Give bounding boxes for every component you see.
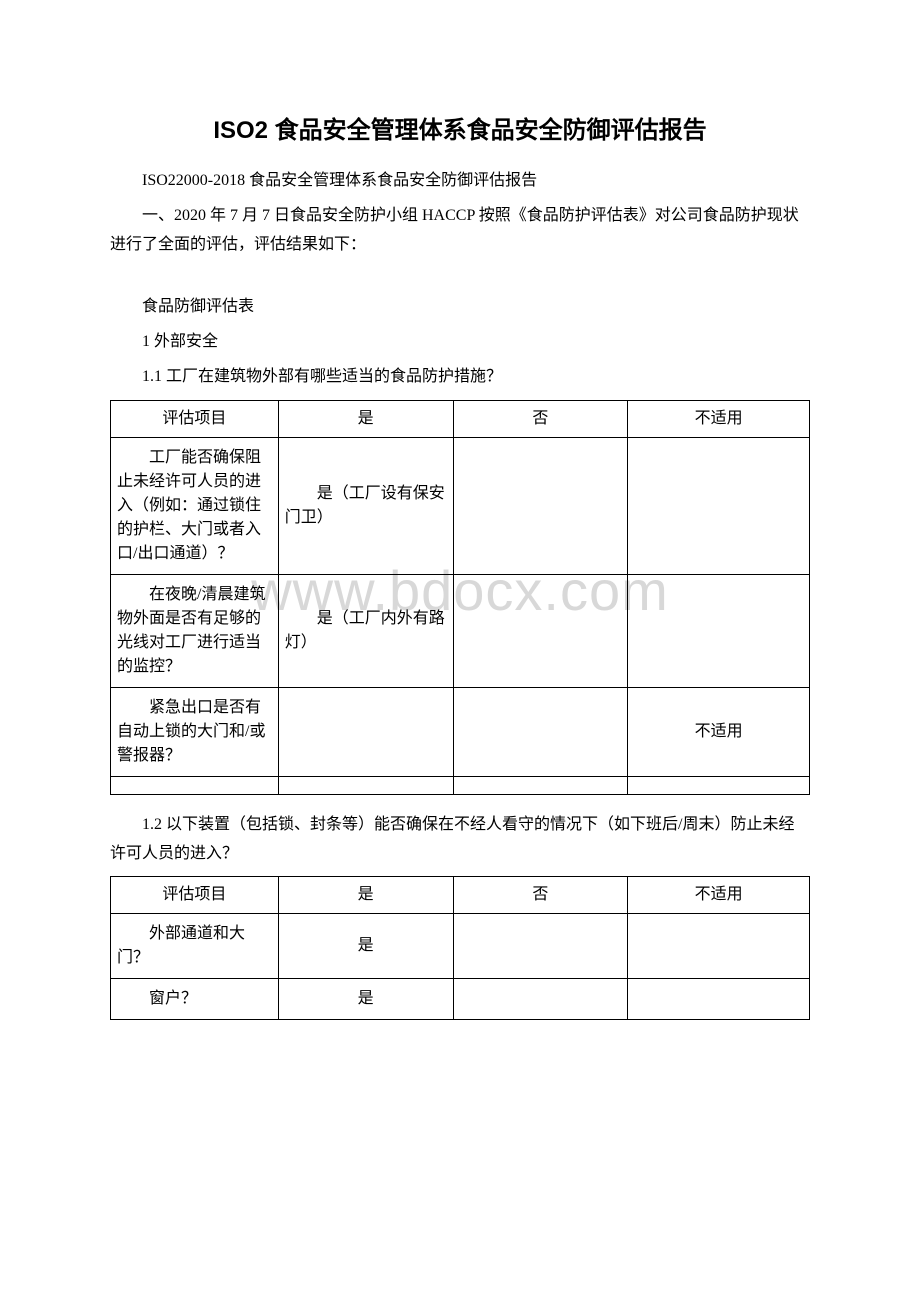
header-na: 不适用 — [628, 877, 810, 914]
header-na: 不适用 — [628, 400, 810, 437]
cell-item: 在夜晚/清晨建筑物外面是否有足够的光线对工厂进行适当的监控？ — [111, 574, 279, 687]
cell-no — [453, 914, 628, 979]
assessment-table-1: 评估项目 是 否 不适用 工厂能否确保阻止未经许可人员的进入（例如：通过锁住的护… — [110, 400, 810, 795]
cell-yes: 是（工厂内外有路灯） — [278, 574, 453, 687]
cell-empty — [278, 776, 453, 794]
cell-item: 工厂能否确保阻止未经许可人员的进入（例如：通过锁住的护栏、大门或者入口/出口通道… — [111, 437, 279, 574]
paragraph-section-1-2: 1.2 以下装置（包括锁、封条等）能否确保在不经人看守的情况下（如下班后/周末）… — [110, 811, 810, 869]
cell-na — [628, 979, 810, 1020]
paragraph-subtitle: ISO22000-2018 食品安全管理体系食品安全防御评估报告 — [110, 167, 810, 196]
cell-empty — [453, 776, 628, 794]
header-yes: 是 — [278, 877, 453, 914]
cell-yes — [278, 687, 453, 776]
cell-no — [453, 437, 628, 574]
header-no: 否 — [453, 400, 628, 437]
header-item: 评估项目 — [111, 877, 279, 914]
cell-na — [628, 914, 810, 979]
cell-item: 外部通道和大门？ — [111, 914, 279, 979]
cell-na — [628, 437, 810, 574]
cell-no — [453, 687, 628, 776]
paragraph-section-1: 1 外部安全 — [110, 328, 810, 357]
header-yes: 是 — [278, 400, 453, 437]
cell-no — [453, 979, 628, 1020]
document-title: ISO2 食品安全管理体系食品安全防御评估报告 — [110, 110, 810, 145]
cell-empty — [628, 776, 810, 794]
table-empty-row — [111, 776, 810, 794]
cell-na: 不适用 — [628, 687, 810, 776]
assessment-table-2: 评估项目 是 否 不适用 外部通道和大门？ 是 窗户？ 是 — [110, 876, 810, 1020]
cell-empty — [111, 776, 279, 794]
table-row: 窗户？ 是 — [111, 979, 810, 1020]
cell-yes: 是 — [278, 979, 453, 1020]
cell-item: 窗户？ — [111, 979, 279, 1020]
table-header-row: 评估项目 是 否 不适用 — [111, 400, 810, 437]
cell-yes: 是（工厂设有保安门卫） — [278, 437, 453, 574]
cell-na — [628, 574, 810, 687]
header-item: 评估项目 — [111, 400, 279, 437]
paragraph-section-1-1: 1.1 工厂在建筑物外部有哪些适当的食品防护措施？ — [110, 363, 810, 392]
table-row: 工厂能否确保阻止未经许可人员的进入（例如：通过锁住的护栏、大门或者入口/出口通道… — [111, 437, 810, 574]
paragraph-table-name: 食品防御评估表 — [110, 293, 810, 322]
cell-item: 紧急出口是否有自动上锁的大门和/或警报器？ — [111, 687, 279, 776]
cell-no — [453, 574, 628, 687]
header-no: 否 — [453, 877, 628, 914]
paragraph-intro: 一、2020 年 7 月 7 日食品安全防护小组 HACCP 按照《食品防护评估… — [110, 202, 810, 260]
table-row: 在夜晚/清晨建筑物外面是否有足够的光线对工厂进行适当的监控？ 是（工厂内外有路灯… — [111, 574, 810, 687]
table-row: 外部通道和大门？ 是 — [111, 914, 810, 979]
cell-yes: 是 — [278, 914, 453, 979]
table-header-row: 评估项目 是 否 不适用 — [111, 877, 810, 914]
table-row: 紧急出口是否有自动上锁的大门和/或警报器？ 不适用 — [111, 687, 810, 776]
document-content: ISO2 食品安全管理体系食品安全防御评估报告 ISO22000-2018 食品… — [110, 110, 810, 1020]
